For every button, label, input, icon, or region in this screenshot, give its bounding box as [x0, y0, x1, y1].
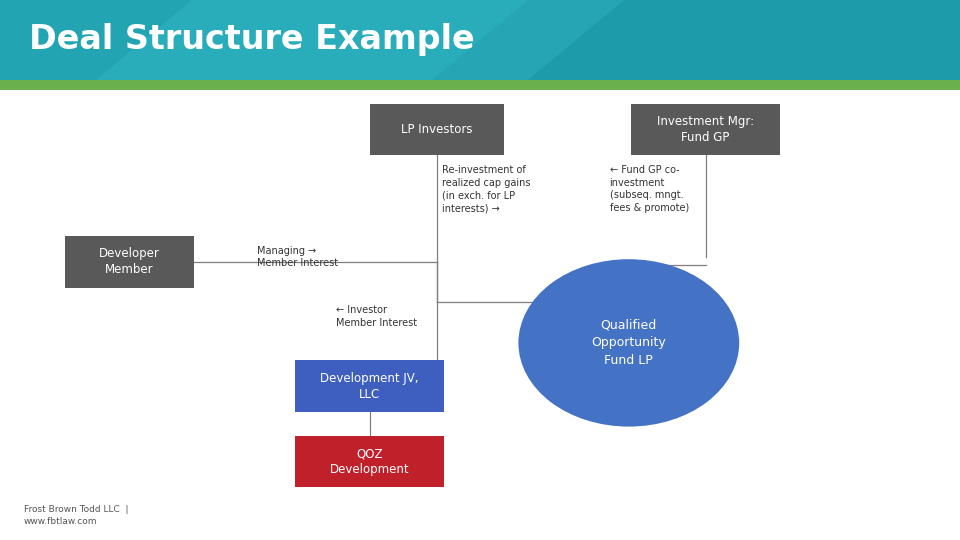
Polygon shape [0, 0, 528, 80]
Text: LP Investors: LP Investors [401, 123, 472, 136]
Text: QOZ
Development: QOZ Development [330, 447, 409, 476]
Text: ← Fund GP co-
investment
(subseq. mngt.
fees & promote): ← Fund GP co- investment (subseq. mngt. … [610, 165, 689, 213]
Text: Deal Structure Example: Deal Structure Example [29, 23, 474, 57]
FancyBboxPatch shape [296, 436, 444, 488]
FancyBboxPatch shape [632, 104, 780, 156]
Text: ← Investor
Member Interest: ← Investor Member Interest [336, 305, 418, 328]
FancyBboxPatch shape [370, 104, 504, 156]
Text: Investment Mgr:
Fund GP: Investment Mgr: Fund GP [657, 115, 755, 144]
FancyBboxPatch shape [65, 237, 194, 287]
Text: Developer
Member: Developer Member [99, 247, 160, 276]
Text: Managing →
Member Interest: Managing → Member Interest [257, 246, 339, 268]
Text: Re-investment of
realized cap gains
(in exch. for LP
interests) →: Re-investment of realized cap gains (in … [442, 165, 530, 213]
FancyBboxPatch shape [0, 0, 960, 80]
FancyBboxPatch shape [0, 80, 960, 90]
FancyBboxPatch shape [296, 361, 444, 412]
Polygon shape [96, 0, 624, 80]
Text: Qualified
Opportunity
Fund LP: Qualified Opportunity Fund LP [591, 319, 666, 367]
Text: Frost Brown Todd LLC  |
www.fbtlaw.com: Frost Brown Todd LLC | www.fbtlaw.com [24, 505, 129, 526]
Ellipse shape [518, 259, 739, 427]
Text: Development JV,
LLC: Development JV, LLC [321, 372, 419, 401]
